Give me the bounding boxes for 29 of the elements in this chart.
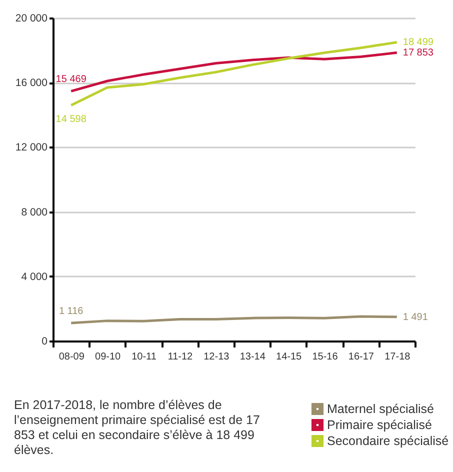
x-tick-label: 15-16: [312, 352, 338, 362]
x-tick-label: 10-11: [132, 352, 157, 362]
data-label: 17 853: [402, 48, 434, 59]
x-tick-label: 08-09: [58, 352, 85, 362]
x-tick-label: 13-14: [240, 352, 266, 362]
data-label: 14 598: [56, 114, 87, 126]
y-tick-label: 16 000: [15, 77, 48, 90]
x-tick-label: 16-17: [348, 352, 374, 362]
legend-label: Secondaire spécialisé: [327, 434, 449, 448]
data-label: 1 491: [402, 312, 428, 323]
y-tick-label: 20 000: [15, 12, 48, 24]
x-tick-label: 12-13: [204, 352, 230, 362]
x-tick-label: 14-15: [276, 352, 302, 362]
x-tick-label: 17-18: [384, 352, 411, 362]
text: En 2017-2018, le nombre d’élèves de l’enseignement primaire spécialisé est de 17 853 et celui en secondaire s’élève à 18 499 élèves.: [14, 398, 261, 458]
legend-label: Primaire spécialisé: [327, 418, 432, 432]
line-series: [70, 315, 398, 324]
legend-label: Maternel spécialisé: [327, 402, 434, 416]
data-label: 15 469: [56, 74, 87, 86]
data-label: 1 116: [58, 306, 84, 317]
x-tick-label: 09-10: [95, 352, 122, 362]
data-label: 18 499: [402, 37, 434, 48]
y-tick-label: 4 000: [21, 270, 48, 283]
line-series: [70, 40, 398, 106]
line-series: [70, 51, 398, 92]
y-tick-label: 8 000: [21, 206, 48, 218]
y-tick-label: 0: [42, 336, 48, 348]
x-tick-label: 11-12: [168, 352, 194, 362]
y-tick-label: 12 000: [15, 142, 48, 154]
